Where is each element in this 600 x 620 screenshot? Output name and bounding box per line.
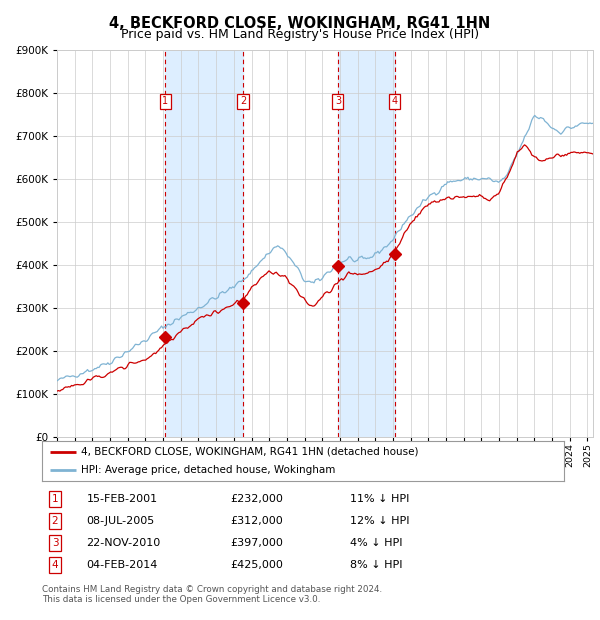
- Text: 1: 1: [162, 96, 168, 106]
- Text: 4% ↓ HPI: 4% ↓ HPI: [350, 538, 403, 548]
- Text: 2: 2: [52, 516, 58, 526]
- Text: £425,000: £425,000: [230, 560, 283, 570]
- Text: 4: 4: [392, 96, 398, 106]
- Text: Contains HM Land Registry data © Crown copyright and database right 2024.
This d: Contains HM Land Registry data © Crown c…: [42, 585, 382, 604]
- Text: 4, BECKFORD CLOSE, WOKINGHAM, RG41 1HN: 4, BECKFORD CLOSE, WOKINGHAM, RG41 1HN: [109, 16, 491, 30]
- Text: 4, BECKFORD CLOSE, WOKINGHAM, RG41 1HN (detached house): 4, BECKFORD CLOSE, WOKINGHAM, RG41 1HN (…: [81, 447, 419, 457]
- Text: 3: 3: [335, 96, 341, 106]
- Text: Price paid vs. HM Land Registry's House Price Index (HPI): Price paid vs. HM Land Registry's House …: [121, 28, 479, 41]
- Text: 15-FEB-2001: 15-FEB-2001: [86, 494, 157, 504]
- Text: HPI: Average price, detached house, Wokingham: HPI: Average price, detached house, Woki…: [81, 465, 335, 475]
- Text: 3: 3: [52, 538, 58, 548]
- Text: 11% ↓ HPI: 11% ↓ HPI: [350, 494, 409, 504]
- Text: 22-NOV-2010: 22-NOV-2010: [86, 538, 161, 548]
- Text: 2: 2: [240, 96, 246, 106]
- Text: 8% ↓ HPI: 8% ↓ HPI: [350, 560, 403, 570]
- Text: 12% ↓ HPI: 12% ↓ HPI: [350, 516, 409, 526]
- Text: 1: 1: [52, 494, 58, 504]
- Text: 04-FEB-2014: 04-FEB-2014: [86, 560, 158, 570]
- Text: 4: 4: [52, 560, 58, 570]
- Text: £312,000: £312,000: [230, 516, 283, 526]
- Text: £397,000: £397,000: [230, 538, 283, 548]
- Bar: [338, 50, 395, 437]
- Text: £232,000: £232,000: [230, 494, 283, 504]
- Bar: [165, 50, 243, 437]
- Text: 08-JUL-2005: 08-JUL-2005: [86, 516, 155, 526]
